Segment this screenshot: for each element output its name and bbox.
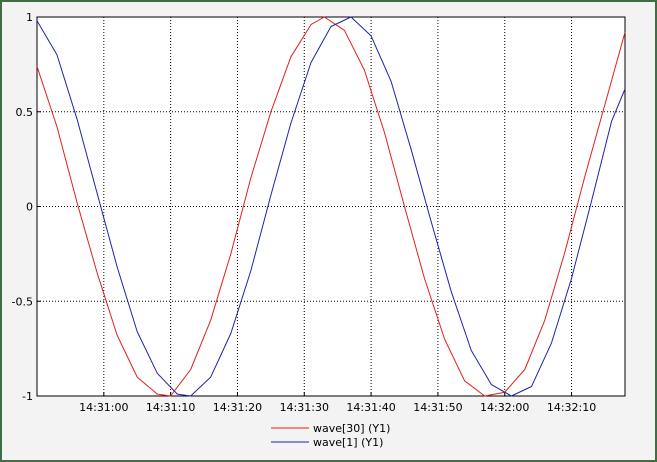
series-line-2 <box>36 16 626 397</box>
legend: wave[30] (Y1)wave[1] (Y1) <box>271 422 390 449</box>
y-tick-label: -1 <box>22 390 33 403</box>
x-tick-label: 14:31:10 <box>146 401 195 414</box>
series-line-1 <box>36 16 626 397</box>
y-tick-label: 0.5 <box>16 106 34 119</box>
x-tick-label: 14:32:10 <box>547 401 596 414</box>
x-tick-label: 14:31:40 <box>346 401 395 414</box>
legend-label-1: wave[30] (Y1) <box>313 422 390 435</box>
y-tick-label: 0 <box>26 201 33 214</box>
x-tick-label: 14:31:30 <box>280 401 329 414</box>
x-tick-label: 14:31:20 <box>213 401 262 414</box>
grid-lines <box>37 16 625 397</box>
series-lines <box>36 16 626 397</box>
legend-label-2: wave[1] (Y1) <box>313 436 383 449</box>
x-tick-label: 14:31:50 <box>413 401 462 414</box>
x-tick-label: 14:31:00 <box>79 401 128 414</box>
y-tick-label: 1 <box>26 11 33 24</box>
y-tick-label: -0.5 <box>12 295 33 308</box>
x-tick-label: 14:32:00 <box>480 401 529 414</box>
